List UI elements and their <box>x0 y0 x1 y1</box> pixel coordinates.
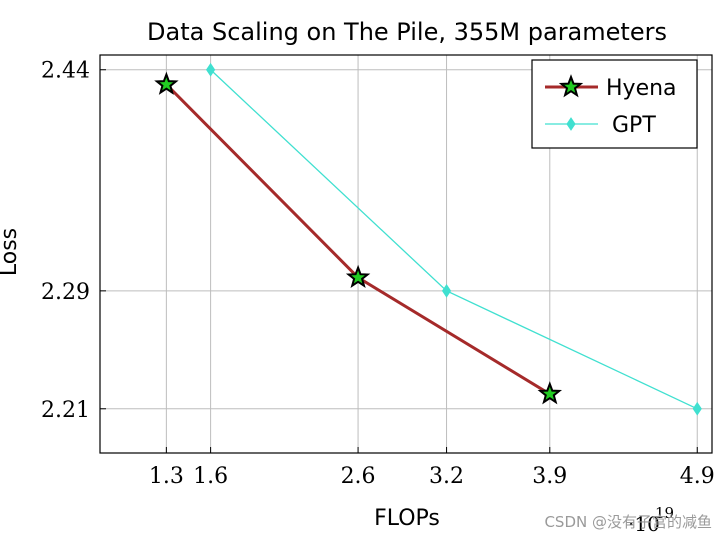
x-tick-label: 3.9 <box>532 464 567 489</box>
x-ticks: 1.3 1.6 2.6 3.2 3.9 4.9 <box>149 447 715 489</box>
legend-box <box>531 59 698 149</box>
x-tick-label: 4.9 <box>680 464 715 489</box>
data-point-gpt <box>692 401 702 416</box>
x-exponent: 19 <box>655 504 674 522</box>
data-point-hyena <box>154 71 179 95</box>
x-tick-label: 2.6 <box>341 464 376 489</box>
legend-marker-hyena <box>558 74 584 98</box>
x-axis-label: FLOPs <box>374 506 440 531</box>
legend-label-hyena: Hyena <box>606 76 677 101</box>
x-tick-label: 1.6 <box>193 464 228 489</box>
data-point-hyena <box>345 264 371 289</box>
watermark: CSDN @没有子宫的减鱼 <box>544 513 712 531</box>
x-tick-label: 3.2 <box>429 464 464 489</box>
legend-label-gpt: GPT <box>612 113 656 138</box>
data-point-hyena <box>537 381 563 405</box>
y-tick-label: 2.21 <box>41 398 90 423</box>
series-layer <box>154 62 702 416</box>
plot-frame <box>99 54 713 454</box>
y-tick-label: 2.44 <box>41 59 90 84</box>
data-point-gpt <box>206 62 216 77</box>
y-tick-label: 2.29 <box>41 280 90 305</box>
data-point-gpt <box>441 283 452 298</box>
x-tick-label: 1.3 <box>149 464 184 489</box>
y-ticks: 2.21 2.29 2.44 <box>41 59 106 423</box>
legend: Hyena GPT <box>531 59 698 149</box>
legend-marker-gpt <box>566 117 576 131</box>
chart-title: Data Scaling on The Pile, 355M parameter… <box>147 18 667 46</box>
y-axis-label: Loss <box>0 228 22 276</box>
x-multiplier: ·10 <box>628 512 660 536</box>
